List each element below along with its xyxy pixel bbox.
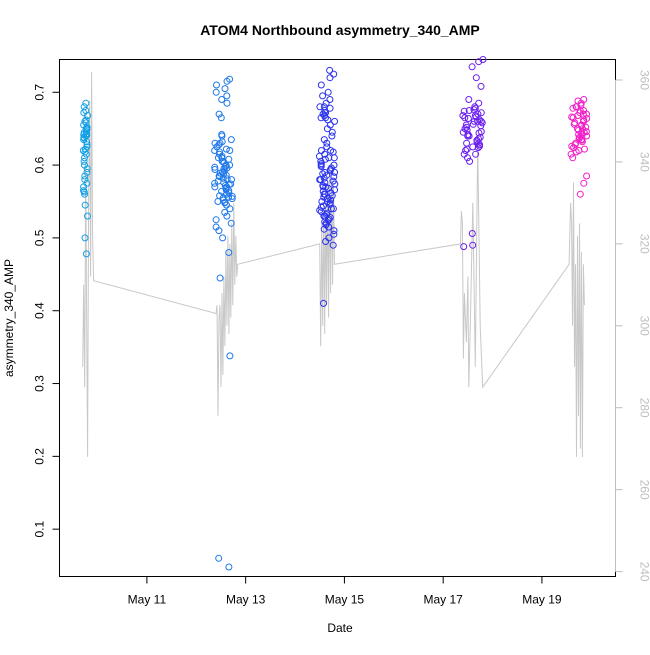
data-point bbox=[83, 100, 89, 106]
y2-tick-label: 320 bbox=[638, 234, 650, 254]
data-point bbox=[469, 64, 475, 70]
data-point bbox=[318, 148, 324, 154]
data-point bbox=[466, 97, 472, 103]
y-tick-label: 0.2 bbox=[33, 448, 47, 465]
y-tick-label: 0.7 bbox=[33, 84, 47, 101]
data-point bbox=[317, 104, 323, 110]
y2-tick-label: 280 bbox=[638, 398, 650, 418]
y-tick-label: 0.1 bbox=[33, 521, 47, 538]
data-point bbox=[577, 191, 583, 197]
chart-title: ATOM4 Northbound asymmetry_340_AMP bbox=[200, 22, 480, 38]
data-point bbox=[213, 217, 219, 223]
y2-tick-label: 340 bbox=[638, 152, 650, 172]
plot-frame bbox=[60, 60, 616, 577]
data-point bbox=[215, 199, 221, 205]
data-point bbox=[214, 82, 220, 88]
y-tick-label: 0.3 bbox=[33, 375, 47, 392]
data-point bbox=[568, 151, 574, 157]
data-point bbox=[213, 89, 219, 95]
data-point bbox=[82, 118, 88, 124]
data-point bbox=[216, 555, 222, 561]
x-tick-label: May 17 bbox=[423, 593, 463, 607]
data-point bbox=[327, 97, 333, 103]
data-point bbox=[331, 71, 337, 77]
y2-tick-label: 300 bbox=[638, 316, 650, 336]
x-tick-label: May 19 bbox=[522, 593, 562, 607]
data-point bbox=[226, 564, 232, 570]
data-point bbox=[217, 275, 223, 281]
data-point bbox=[227, 353, 233, 359]
data-point bbox=[470, 242, 476, 248]
y2-tick-label: 360 bbox=[638, 70, 650, 90]
y2-tick-label: 260 bbox=[638, 480, 650, 500]
data-point bbox=[228, 137, 234, 143]
data-point bbox=[584, 173, 590, 179]
y-tick-label: 0.5 bbox=[33, 229, 47, 246]
data-point bbox=[582, 146, 588, 152]
data-point bbox=[464, 140, 470, 146]
x-axis-label: Date bbox=[327, 621, 353, 635]
data-point bbox=[81, 104, 87, 110]
data-point bbox=[570, 155, 576, 161]
data-point bbox=[220, 235, 226, 241]
data-point bbox=[224, 176, 230, 182]
x-tick-label: May 13 bbox=[226, 593, 266, 607]
data-point bbox=[327, 75, 333, 81]
point-layer bbox=[80, 57, 589, 571]
data-point bbox=[224, 100, 230, 106]
data-point bbox=[320, 93, 326, 99]
axis-layer: May 11 May 13 May 15 May 17 May 19 0.1 0.2 0.3 0… bbox=[33, 70, 650, 607]
y-tick-label: 0.4 bbox=[33, 302, 47, 319]
y2-tick-label: 240 bbox=[638, 562, 650, 582]
y-tick-label: 0.6 bbox=[33, 156, 47, 173]
x-tick-label: May 11 bbox=[128, 593, 167, 607]
x-tick-label: May 15 bbox=[325, 593, 365, 607]
data-point bbox=[463, 148, 469, 154]
data-point bbox=[461, 244, 467, 250]
data-point bbox=[461, 151, 467, 157]
data-point bbox=[324, 144, 330, 150]
y-axis-label: asymmetry_340_AMP bbox=[2, 259, 16, 377]
data-point bbox=[318, 82, 324, 88]
data-point bbox=[219, 97, 225, 103]
data-point bbox=[226, 250, 232, 256]
data-point bbox=[581, 180, 587, 186]
data-point bbox=[478, 83, 484, 89]
data-point bbox=[325, 89, 331, 95]
data-point bbox=[329, 133, 335, 139]
data-point bbox=[222, 86, 228, 92]
data-point bbox=[473, 75, 479, 81]
